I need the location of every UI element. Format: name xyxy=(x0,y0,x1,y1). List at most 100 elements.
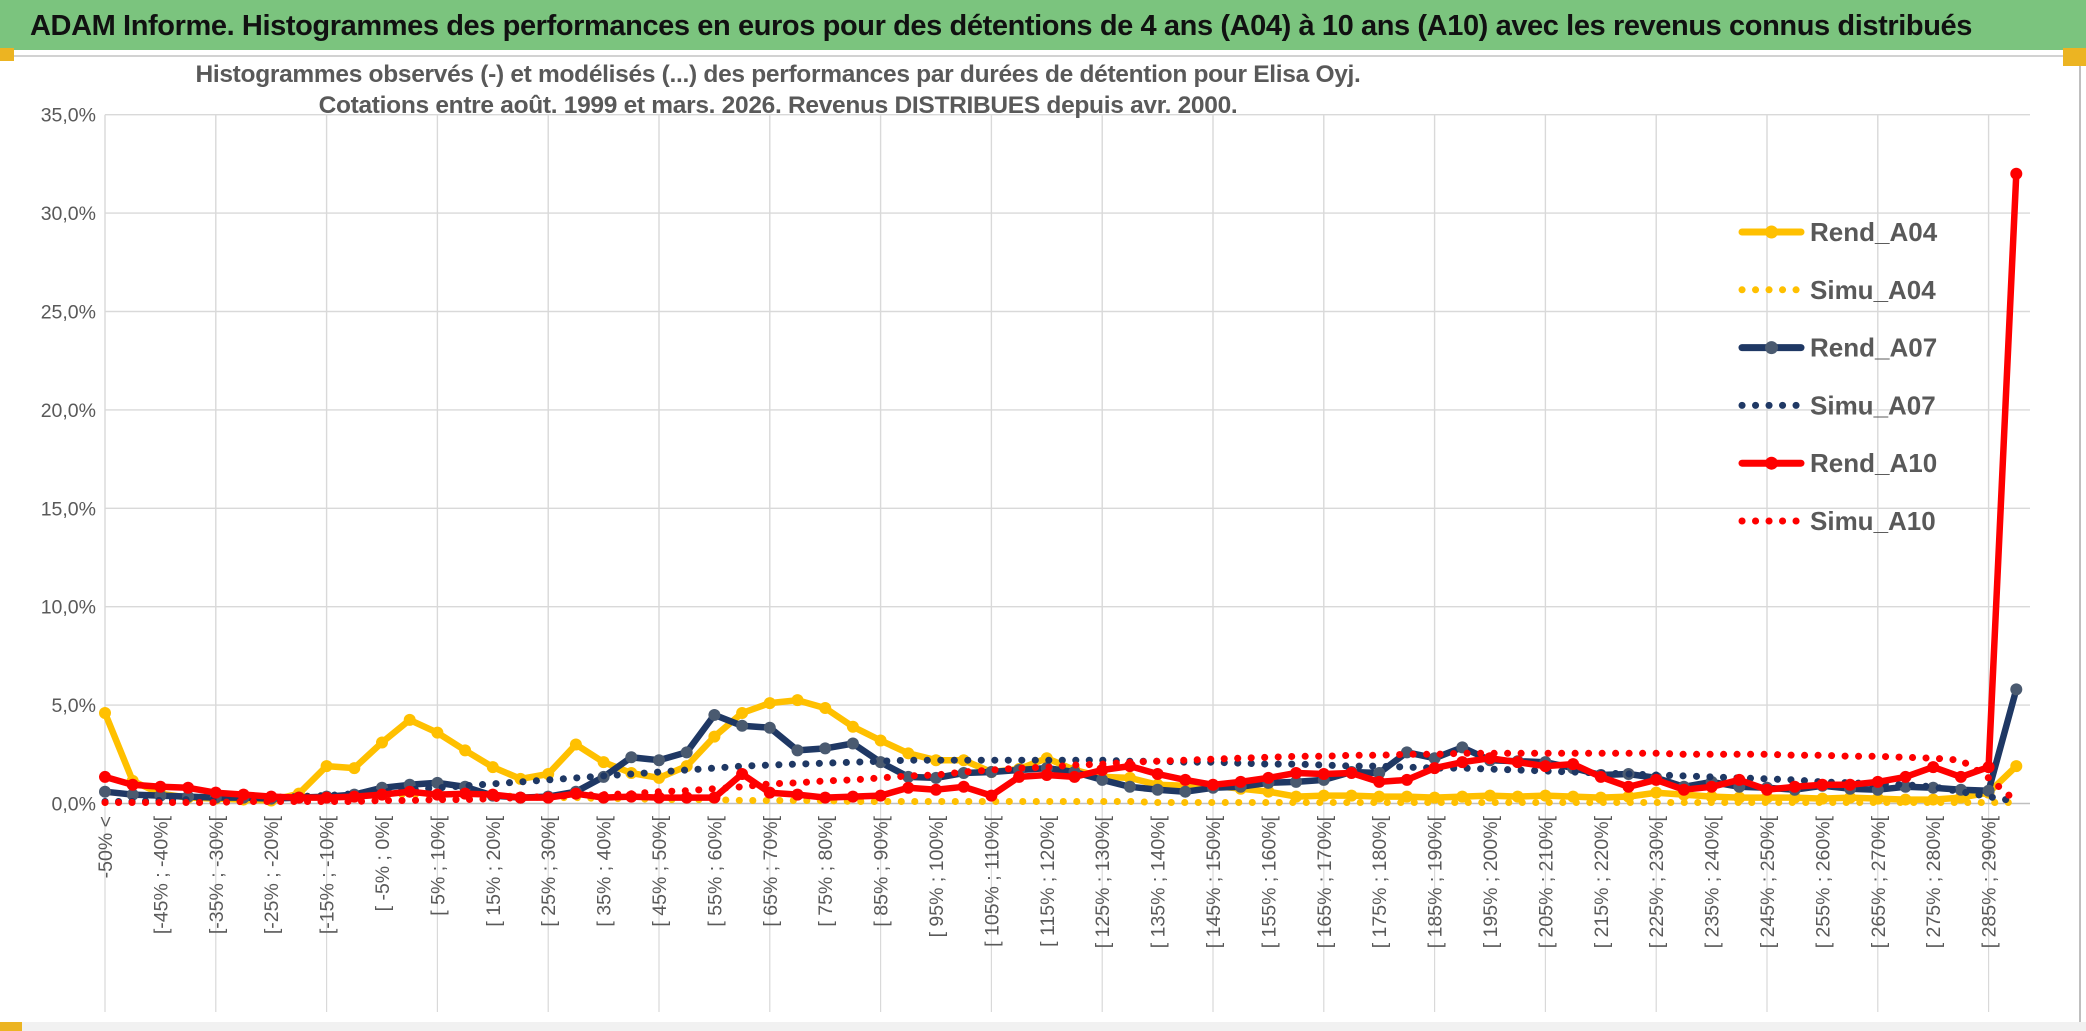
y-tick-label: 30,0% xyxy=(41,203,96,225)
data-point xyxy=(1179,785,1192,798)
data-point xyxy=(182,781,195,794)
data-point xyxy=(348,790,361,803)
data-point xyxy=(403,785,416,798)
data-point xyxy=(376,736,388,749)
x-tick-label: [ 185% ; 190%[ xyxy=(1425,815,1447,948)
data-point xyxy=(874,789,887,802)
data-point xyxy=(625,751,638,764)
data-point xyxy=(1234,775,1247,788)
data-point xyxy=(653,754,665,767)
data-point xyxy=(1539,789,1552,802)
data-point xyxy=(819,702,832,715)
gold-accent-left xyxy=(0,48,14,61)
series-Simu_A10 xyxy=(101,749,2020,806)
x-tick-label: [ 55% ; 60%[ xyxy=(704,815,726,926)
data-point xyxy=(1179,773,1192,786)
data-point xyxy=(403,713,416,726)
header-bar: ADAM Informe. Histogrammes des performan… xyxy=(0,0,2086,50)
data-point xyxy=(1400,790,1413,803)
series-Simu_A07 xyxy=(101,756,2020,805)
data-point xyxy=(1456,756,1469,769)
legend-label: Rend_A10 xyxy=(1810,448,1937,478)
x-tick-label: [ 175% ; 180%[ xyxy=(1369,815,1391,948)
legend-entry-Rend_A10: Rend_A10 xyxy=(1738,448,1937,478)
legend-entry-Rend_A07: Rend_A07 xyxy=(1738,333,1937,363)
y-tick-label: 25,0% xyxy=(41,302,96,324)
x-tick-label: [-45% ; -40%[ xyxy=(150,815,172,934)
data-point xyxy=(1096,773,1109,786)
data-point xyxy=(1650,786,1663,799)
data-point xyxy=(2010,167,2023,180)
data-point xyxy=(1123,780,1136,793)
data-point xyxy=(1816,778,1829,791)
x-tick-label: -50% < xyxy=(95,816,117,878)
data-point xyxy=(763,697,776,710)
data-point xyxy=(846,737,859,750)
data-point xyxy=(957,780,970,793)
legend-label: Rend_A07 xyxy=(1810,333,1937,363)
data-point xyxy=(2010,760,2023,773)
data-point xyxy=(1068,770,1081,783)
gold-accent-bottom xyxy=(0,1022,22,1031)
chart-title-line2: Cotations entre août. 1999 et mars. 2026… xyxy=(319,92,1238,119)
x-tick-label: [ 45% ; 50%[ xyxy=(649,815,671,926)
data-point xyxy=(1123,771,1136,784)
data-point xyxy=(819,791,832,804)
data-point xyxy=(1982,761,1995,774)
data-point xyxy=(1428,762,1441,775)
x-tick-label: [ 125% ; 130%[ xyxy=(1092,815,1114,948)
data-point xyxy=(1788,780,1801,793)
data-point xyxy=(1428,791,1441,804)
y-tick-label: 5,0% xyxy=(52,695,96,717)
data-point xyxy=(597,756,610,769)
gold-accent-right xyxy=(2063,48,2086,66)
x-tick-label: [ 65% ; 70%[ xyxy=(760,815,782,926)
data-point xyxy=(1290,775,1303,788)
x-tick-label: [ 195% ; 200%[ xyxy=(1480,815,1502,948)
data-point xyxy=(1650,773,1663,786)
series-Rend_A10 xyxy=(99,167,2023,804)
data-point xyxy=(763,721,776,734)
data-point xyxy=(1373,790,1386,803)
data-point xyxy=(1594,770,1607,783)
bottom-strip xyxy=(0,1022,2086,1031)
x-tick-label: [ 15% ; 20%[ xyxy=(483,815,505,926)
data-point xyxy=(99,770,111,783)
x-tick-label: [-25% ; -20%[ xyxy=(261,815,283,934)
y-tick-label: 15,0% xyxy=(41,498,96,520)
data-point xyxy=(237,788,250,801)
data-point xyxy=(846,790,859,803)
data-point xyxy=(1262,771,1275,784)
data-point xyxy=(1151,767,1164,780)
data-point xyxy=(1677,783,1690,796)
data-point xyxy=(320,760,333,773)
data-point xyxy=(819,742,832,755)
x-tick-label: [ 25% ; 30%[ xyxy=(538,815,560,926)
data-point xyxy=(985,789,998,802)
x-tick-label: [ 115% ; 120%[ xyxy=(1037,815,1059,946)
x-tick-label: [ 105% ; 110%[ xyxy=(981,815,1003,946)
legend-marker xyxy=(1765,225,1778,239)
legend-marker xyxy=(1765,456,1778,470)
data-point xyxy=(1013,770,1026,783)
x-tick-label: [-15% ; -10%[ xyxy=(317,815,339,934)
x-tick-label: [ 165% ; 170%[ xyxy=(1314,815,1336,948)
x-tick-label: [ 285% ; 290%[ xyxy=(1979,815,2001,948)
data-point xyxy=(1899,780,1912,793)
y-tick-label: 10,0% xyxy=(41,597,96,619)
data-point xyxy=(1207,778,1219,791)
legend-marker xyxy=(1765,341,1778,355)
data-point xyxy=(569,738,582,751)
data-point xyxy=(736,706,749,719)
data-point xyxy=(708,730,721,743)
gridlines xyxy=(104,113,2030,1012)
data-point xyxy=(930,783,942,796)
page-title: ADAM Informe. Histogrammes des performan… xyxy=(30,10,1972,42)
data-point xyxy=(708,791,721,804)
data-point xyxy=(1345,789,1358,802)
data-point xyxy=(1622,780,1635,793)
data-point xyxy=(763,786,776,799)
data-point xyxy=(1317,789,1330,802)
data-point xyxy=(1400,773,1413,786)
